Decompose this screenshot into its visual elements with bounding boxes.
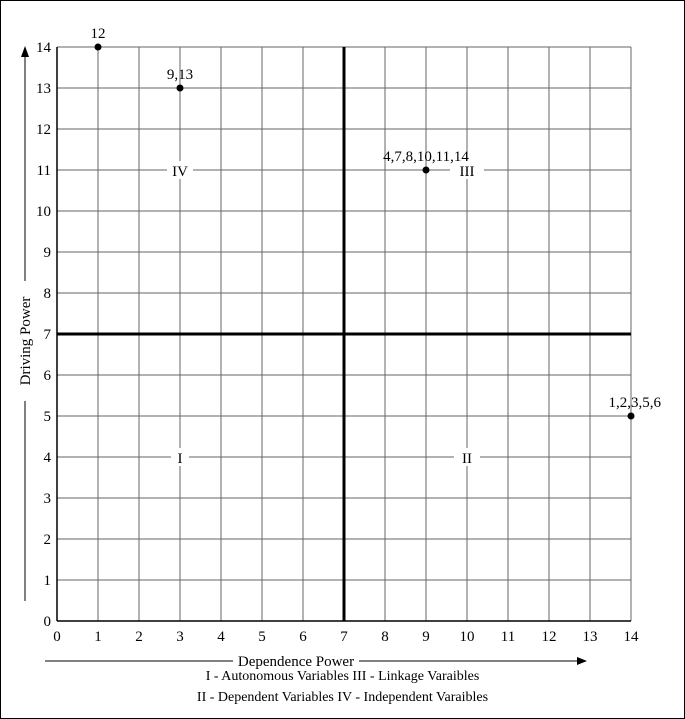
x-tick-label: 8 (381, 629, 389, 645)
y-tick-label: 2 (44, 532, 52, 548)
x-tick-label: 0 (53, 629, 61, 645)
y-tick-label: 11 (37, 163, 51, 179)
x-tick-label: 10 (460, 629, 475, 645)
x-tick-label: 6 (299, 629, 307, 645)
x-tick-label: 9 (422, 629, 430, 645)
quadrant-dividers (57, 47, 631, 621)
data-points: 12 9,13 4,7,8,10,11,14 1,2,3,5,6 (91, 26, 662, 420)
y-tick-label: 6 (44, 368, 52, 384)
y-tick-label: 8 (44, 286, 52, 302)
y-tick-label: 13 (36, 81, 51, 97)
data-point-label: 4,7,8,10,11,14 (383, 149, 469, 165)
y-tick-label: 1 (44, 573, 52, 589)
legend-line-1: I - Autonomous Variables III - Linkage V… (205, 669, 480, 684)
y-axis-arrow-head (21, 46, 29, 57)
quadrant-label-background (450, 161, 484, 179)
y-tick-label: 12 (36, 122, 51, 138)
x-tick-label: 1 (94, 629, 102, 645)
x-tick-label: 12 (542, 629, 557, 645)
quadrant-label-background (454, 448, 480, 466)
x-tick-label: 5 (258, 629, 266, 645)
y-tick-label: 0 (44, 614, 52, 630)
y-axis-label: Driving Power (18, 297, 34, 386)
quadrant-label: I (178, 451, 183, 467)
x-tick-label: 7 (340, 629, 348, 645)
x-tick-label: 3 (176, 629, 184, 645)
x-tick-label: 14 (624, 629, 640, 645)
quadrant-label-background (167, 161, 193, 179)
x-tick-label: 4 (217, 629, 225, 645)
legend-line-2: II - Dependent Variables IV - Independen… (196, 690, 489, 705)
y-tick-label: 9 (44, 245, 52, 261)
quadrant-label: II (462, 451, 472, 467)
quadrant-label: III (460, 164, 475, 180)
data-point (422, 166, 430, 174)
quadrant-label-background (171, 448, 189, 466)
x-axis-label: Dependence Power (238, 654, 354, 670)
y-tick-label: 14 (36, 40, 52, 56)
data-point (176, 84, 184, 92)
x-tick-label: 2 (135, 629, 143, 645)
data-point-label: 1,2,3,5,6 (609, 395, 662, 411)
y-tick-label: 7 (44, 327, 52, 343)
axis-labels: Dependence Power Driving Power (18, 46, 587, 670)
data-point-label: 12 (91, 26, 106, 42)
data-point (94, 43, 102, 51)
x-axis-arrow-head (577, 657, 587, 665)
y-tick-label: 10 (36, 204, 51, 220)
x-tick-label: 11 (501, 629, 515, 645)
y-tick-label: 5 (44, 409, 52, 425)
data-point (627, 412, 635, 420)
y-tick-label: 3 (44, 491, 52, 507)
data-point-label: 9,13 (167, 67, 193, 83)
y-tick-label: 4 (44, 450, 52, 466)
quadrant-label: IV (172, 164, 188, 180)
x-tick-label: 13 (583, 629, 598, 645)
